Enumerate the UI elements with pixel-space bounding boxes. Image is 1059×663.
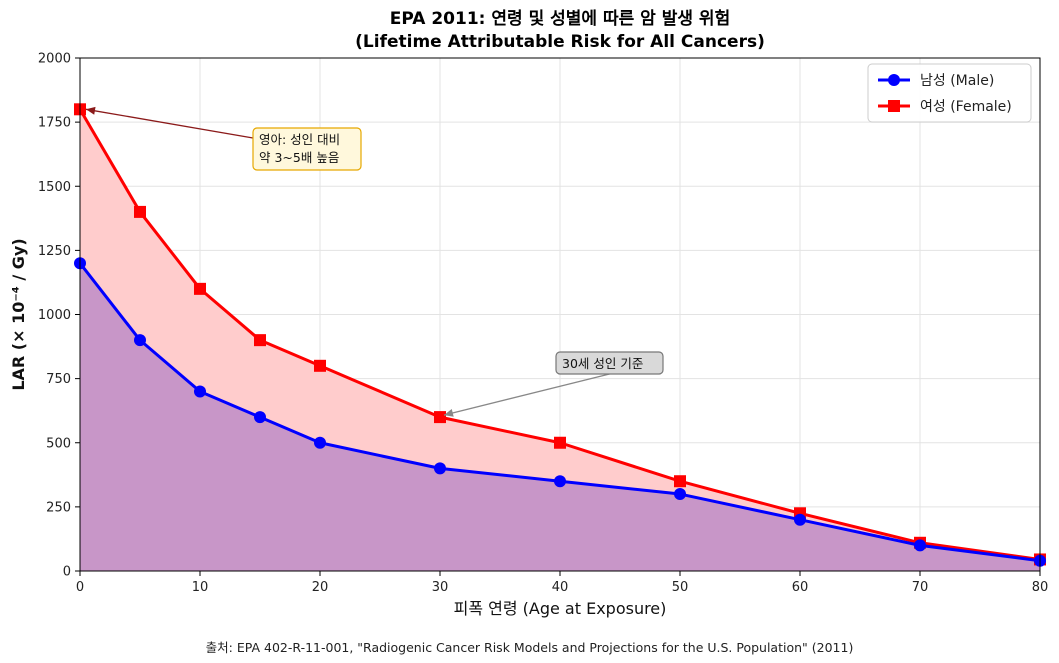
annotation-arrowhead — [444, 409, 454, 417]
y-tick-label: 1250 — [38, 244, 71, 259]
y-tick-label: 750 — [46, 372, 71, 387]
y-tick-label: 1750 — [38, 116, 71, 131]
data-point-female — [194, 282, 206, 295]
area-female — [80, 109, 1040, 561]
annotation-box — [555, 351, 664, 375]
x-tick-label: 50 — [672, 580, 689, 595]
y-tick-label: 1500 — [38, 180, 71, 195]
data-point-male — [134, 334, 146, 347]
x-tick-label: 60 — [792, 580, 809, 595]
source-note: 출처: EPA 402-R-11-001, "Radiogenic Cancer… — [205, 640, 854, 655]
data-point-male — [194, 385, 206, 398]
data-point-male — [554, 475, 566, 488]
x-tick-label: 80 — [1032, 580, 1049, 595]
legend-marker — [888, 100, 900, 112]
y-tick-label: 500 — [46, 436, 71, 451]
annotation-text: 30세 성인 기준 — [562, 356, 643, 371]
y-tick-label: 0 — [63, 565, 71, 580]
data-point-male — [674, 488, 686, 501]
data-point-female — [554, 436, 566, 449]
series-lines — [74, 103, 1046, 567]
data-point-male — [314, 436, 326, 449]
y-axis-title: LAR (× 10⁻⁴ / Gy) — [9, 238, 28, 390]
y-tick-label: 250 — [46, 500, 71, 515]
legend-marker — [888, 74, 900, 86]
data-point-female — [254, 334, 266, 347]
axis-ticks: 0 10 20 30 40 50 60 70 80 0 250 500 750 1000 1250 1500 1… — [38, 52, 1048, 596]
x-tick-label: 0 — [76, 580, 84, 595]
data-point-female — [314, 359, 326, 372]
legend: 남성 (Male) 여성 (Female) — [867, 63, 1032, 123]
data-point-male — [254, 411, 266, 424]
annotation-arrow — [85, 108, 254, 139]
data-point-male — [794, 513, 806, 526]
chart-subtitle: (Lifetime Attributable Risk for All Canc… — [355, 32, 765, 52]
data-point-female — [134, 205, 146, 218]
annotation-text: 약 3~5배 높음 — [259, 150, 339, 165]
x-axis-title: 피폭 연령 (Age at Exposure) — [454, 599, 667, 618]
annotation-arrow — [443, 373, 610, 416]
annotation-text: 영아: 성인 대비 — [259, 132, 340, 147]
data-point-female — [434, 411, 446, 424]
x-tick-label: 40 — [552, 580, 569, 595]
data-point-male — [434, 462, 446, 475]
annotations: 영아: 성인 대비약 3~5배 높음 30세 성인 기준 — [85, 106, 664, 417]
y-tick-label: 1000 — [38, 308, 71, 323]
data-point-female — [794, 507, 806, 520]
x-tick-label: 70 — [912, 580, 929, 595]
area-male — [80, 263, 1040, 571]
x-tick-label: 20 — [312, 580, 329, 595]
y-tick-label: 2000 — [38, 52, 71, 67]
data-point-male — [914, 539, 926, 552]
legend-label: 여성 (Female) — [920, 99, 1012, 115]
data-point-female — [674, 475, 686, 488]
chart-title: EPA 2011: 연령 및 성별에 따른 암 발생 위험 — [389, 9, 731, 29]
x-tick-label: 30 — [432, 580, 449, 595]
annotation-box — [252, 127, 362, 171]
x-tick-label: 10 — [192, 580, 209, 595]
annotation-arrowhead — [86, 106, 96, 115]
legend-label: 남성 (Male) — [920, 73, 994, 89]
area-fills — [80, 109, 1040, 571]
